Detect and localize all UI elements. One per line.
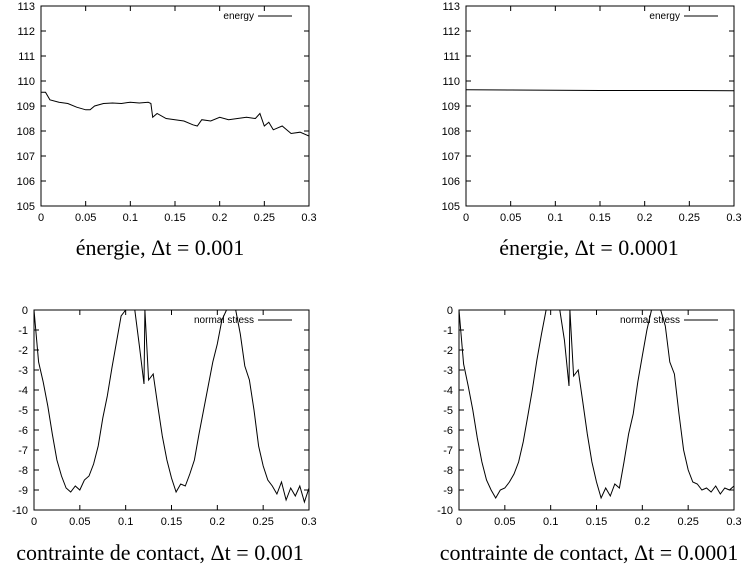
y-tick-label: 110 xyxy=(442,76,460,88)
y-tick-label: 113 xyxy=(17,1,35,13)
plot-frame xyxy=(40,5,310,207)
x-tick-label: 0.2 xyxy=(635,516,650,528)
y-tick-label: -4 xyxy=(443,385,453,397)
x-tick-label: 0.3 xyxy=(301,516,316,528)
y-tick-label: -2 xyxy=(18,345,28,357)
y-tick-label: 0 xyxy=(22,305,28,317)
y-tick-label: -4 xyxy=(18,385,28,397)
y-tick-label: -8 xyxy=(443,465,453,477)
x-tick-label: 0 xyxy=(31,516,37,528)
y-tick-label: 105 xyxy=(17,201,35,213)
series-line-energy xyxy=(41,91,309,137)
chart-caption: contrainte de contact, Δt = 0.0001 xyxy=(440,540,738,565)
y-tick-label: 108 xyxy=(17,126,35,138)
x-tick-label: 0.15 xyxy=(161,516,182,528)
y-tick-label: 106 xyxy=(442,176,460,188)
y-tick-label: 106 xyxy=(17,176,35,188)
series-line-normal-stress xyxy=(459,310,734,500)
y-tick-label: 111 xyxy=(443,51,460,63)
chart-panel-energy-dt-0.0001: 0 0.05 0.1 0.15 0.2 0.25 0.3 105 106 107 108 109 110… xyxy=(442,1,742,260)
chart-panel-normal-stress-dt-0.001: 0 0.05 0.1 0.15 0.2 0.25 0.3 0 -1 -2 -3 -4 -5 -6 -7 -8 -… xyxy=(12,305,317,565)
chart-caption: énergie, Δt = 0.001 xyxy=(76,235,245,260)
y-tick-label: 108 xyxy=(442,126,460,138)
x-tick-label: 0.15 xyxy=(586,516,607,528)
y-tick-label: -3 xyxy=(443,365,453,377)
y-tick-label: -3 xyxy=(18,365,28,377)
y-tick-label: 109 xyxy=(17,101,35,113)
x-tick-label: 0.2 xyxy=(212,212,227,224)
legend-label: normal stress xyxy=(194,315,254,326)
x-tick-label: 0.25 xyxy=(677,516,698,528)
y-tick-label: 112 xyxy=(17,26,35,38)
x-tick-label: 0.05 xyxy=(500,212,521,224)
x-tick-label: 0.1 xyxy=(118,516,133,528)
y-tick-label: 109 xyxy=(442,101,460,113)
x-tick-label: 0.3 xyxy=(726,212,741,224)
chart-panel-normal-stress-dt-0.0001: 0 0.05 0.1 0.15 0.2 0.25 0.3 0 -1 -2 -3 -4 -5 -6 -7 -8 -… xyxy=(437,305,742,565)
y-tick-label: -9 xyxy=(443,485,453,497)
y-tick-label: -1 xyxy=(443,325,453,337)
x-tick-label: 0.25 xyxy=(679,212,700,224)
y-tick-label: 113 xyxy=(442,1,460,13)
x-tick-label: 0.3 xyxy=(301,212,316,224)
x-tick-label: 0.15 xyxy=(589,212,610,224)
legend-label: energy xyxy=(223,11,254,22)
y-tick-label: 110 xyxy=(17,76,35,88)
y-tick-label: 107 xyxy=(442,151,460,163)
chart-caption: énergie, Δt = 0.0001 xyxy=(499,235,679,260)
x-tick-label: 0 xyxy=(456,516,462,528)
x-tick-label: 0.3 xyxy=(726,516,741,528)
y-tick-label: -5 xyxy=(18,405,28,417)
legend-label: energy xyxy=(649,11,680,22)
y-tick-label: -10 xyxy=(437,505,453,517)
y-tick-label: -7 xyxy=(443,445,453,457)
y-tick-label: -8 xyxy=(18,465,28,477)
x-tick-label: 0.05 xyxy=(75,212,96,224)
y-tick-label: -10 xyxy=(12,505,28,517)
x-tick-label: 0.25 xyxy=(254,212,275,224)
y-tick-label: 112 xyxy=(442,26,460,38)
y-tick-label: -1 xyxy=(18,325,28,337)
x-tick-label: 0 xyxy=(38,212,44,224)
x-tick-label: 0.05 xyxy=(494,516,515,528)
y-tick-label: 107 xyxy=(17,151,35,163)
y-tick-label: -5 xyxy=(443,405,453,417)
series-line-energy xyxy=(466,89,734,92)
x-tick-label: 0.05 xyxy=(69,516,90,528)
plot-frame xyxy=(465,5,735,207)
x-tick-label: 0.15 xyxy=(164,212,185,224)
y-tick-label: -7 xyxy=(18,445,28,457)
x-tick-label: 0.1 xyxy=(123,212,138,224)
x-tick-label: 0.1 xyxy=(543,516,558,528)
y-tick-label: 105 xyxy=(442,201,460,213)
y-tick-label: 0 xyxy=(447,305,453,317)
chart-panel-energy-dt-0.001: 0 0.05 0.1 0.15 0.2 0.25 0.3 105 106 107 108 109 110… xyxy=(17,1,317,260)
y-tick-label: 111 xyxy=(18,51,35,63)
x-tick-label: 0.2 xyxy=(210,516,225,528)
chart-caption: contrainte de contact, Δt = 0.001 xyxy=(16,540,303,565)
x-tick-label: 0 xyxy=(463,212,469,224)
y-tick-label: -9 xyxy=(18,485,28,497)
y-tick-label: -6 xyxy=(443,425,453,437)
y-tick-label: -2 xyxy=(443,345,453,357)
series-line-normal-stress xyxy=(34,310,309,504)
y-tick-label: -6 xyxy=(18,425,28,437)
x-tick-label: 0.2 xyxy=(637,212,652,224)
x-tick-label: 0.1 xyxy=(548,212,563,224)
x-tick-label: 0.25 xyxy=(252,516,273,528)
legend-label: normal stress xyxy=(620,315,680,326)
